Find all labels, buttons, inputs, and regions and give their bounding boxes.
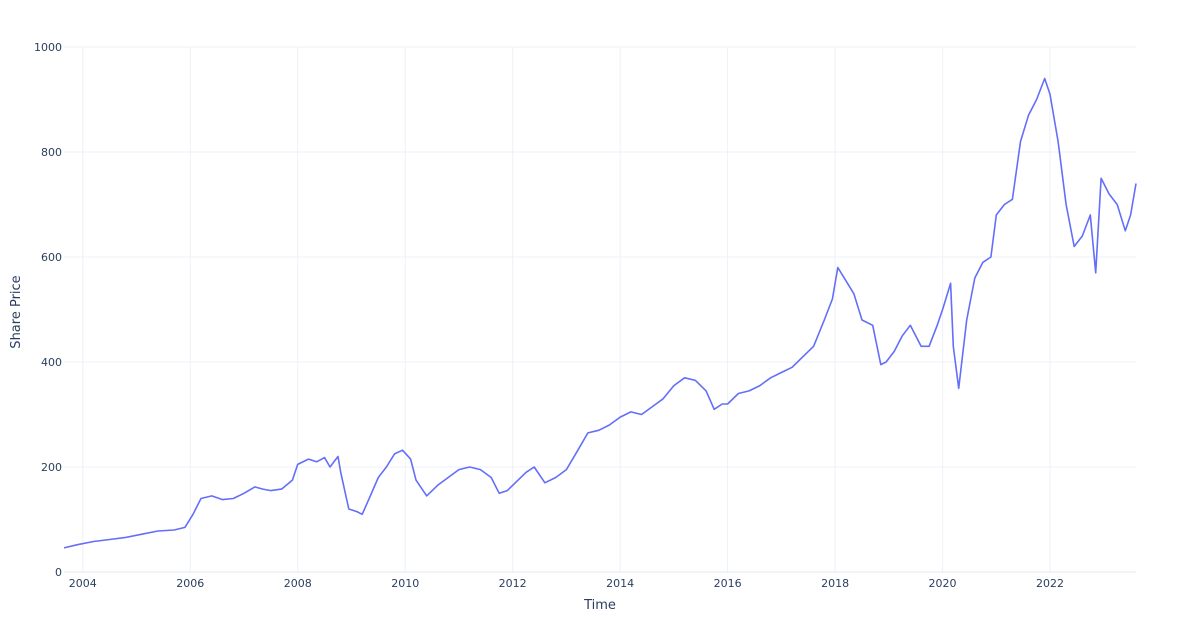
x-tick-label: 2018 — [821, 577, 849, 590]
y-axis-ticks: 0 200 400 600 800 1000 — [34, 41, 62, 579]
y-tick-label: 0 — [55, 566, 62, 579]
y-tick-label: 1000 — [34, 41, 62, 54]
y-tick-label: 200 — [41, 461, 62, 474]
x-tick-label: 2008 — [284, 577, 312, 590]
series-layer — [63, 77, 1137, 549]
x-tick-label: 2010 — [391, 577, 419, 590]
x-axis-ticks: 2004 2006 2008 2010 2012 2014 2016 2018 2020 2022 — [69, 577, 1064, 590]
y-tick-label: 400 — [41, 356, 62, 369]
series-line-0 — [63, 77, 1137, 549]
y-tick-label: 800 — [41, 146, 62, 159]
x-tick-label: 2006 — [176, 577, 204, 590]
x-tick-label: 2014 — [606, 577, 634, 590]
x-axis-title: Time — [583, 598, 616, 613]
chart-gridlines — [64, 46, 1136, 573]
x-tick-label: 2022 — [1036, 577, 1064, 590]
x-tick-label: 2012 — [499, 577, 527, 590]
x-tick-label: 2016 — [714, 577, 742, 590]
x-tick-label: 2004 — [69, 577, 97, 590]
y-axis-title: Share Price — [9, 275, 24, 348]
x-tick-label: 2020 — [929, 577, 957, 590]
y-tick-label: 600 — [41, 251, 62, 264]
